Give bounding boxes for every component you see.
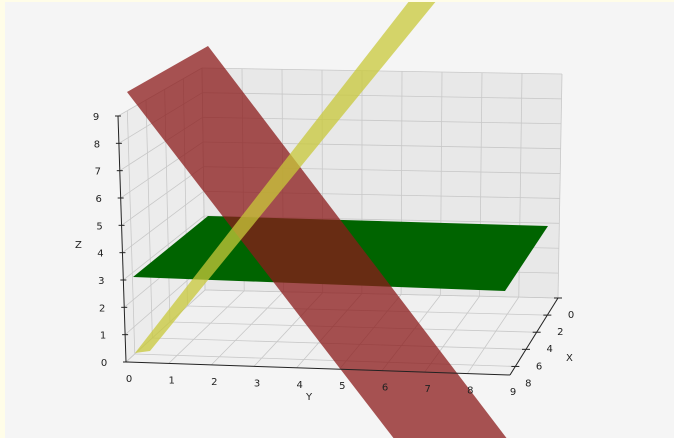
x-tick-label: 8 [525,378,531,389]
grid-line [121,166,204,226]
z-axis-line [117,115,127,363]
grid-line [201,67,563,75]
y-axis-label: Y [305,392,313,403]
z-tick-label: 7 [95,167,101,178]
z-tick-label: 2 [99,303,105,314]
y-axis-line [125,361,511,376]
x-tick-label: 2 [557,327,563,338]
grid-line [557,73,563,299]
x-tick-label: 4 [546,344,552,355]
grid-line [123,215,205,281]
z-tick-label: 8 [94,139,100,150]
y-tick-label: 9 [510,387,516,398]
surface-red-plane [127,46,507,438]
z-tick-label: 9 [93,112,99,123]
y-tick-label: 0 [126,374,132,385]
surface-yellow-plane [135,2,436,353]
z-tick-label: 6 [95,194,101,205]
grid-line [126,110,136,355]
grid-line [202,92,562,100]
y-tick-label: 4 [296,380,302,391]
grid-line [145,99,153,339]
x-tick-label: 0 [568,310,574,321]
grid-line [134,353,516,367]
grid-line [168,290,245,364]
x-axis-label: X [566,353,573,364]
z-tick-label: 0 [101,358,107,369]
z-tick-label: 1 [100,331,106,342]
y-tick-label: 1 [168,375,174,386]
x-tick-label: 6 [536,361,542,372]
z-axis-label: Z [75,240,82,251]
z-tick-label: 3 [98,276,104,287]
y-tick-label: 3 [254,378,260,389]
grid-line [467,296,520,374]
y-tick-label: 2 [211,377,217,388]
y-tick-label: 6 [382,383,388,394]
z-tick-label: 5 [96,221,102,232]
grid-line [211,291,284,366]
y-tick-label: 8 [467,386,473,397]
z-tick-label: 4 [97,249,103,260]
x-axis-line [509,297,559,376]
y-tick-label: 5 [339,381,345,392]
y-tick-label: 7 [424,384,430,395]
grid-line [122,191,204,253]
